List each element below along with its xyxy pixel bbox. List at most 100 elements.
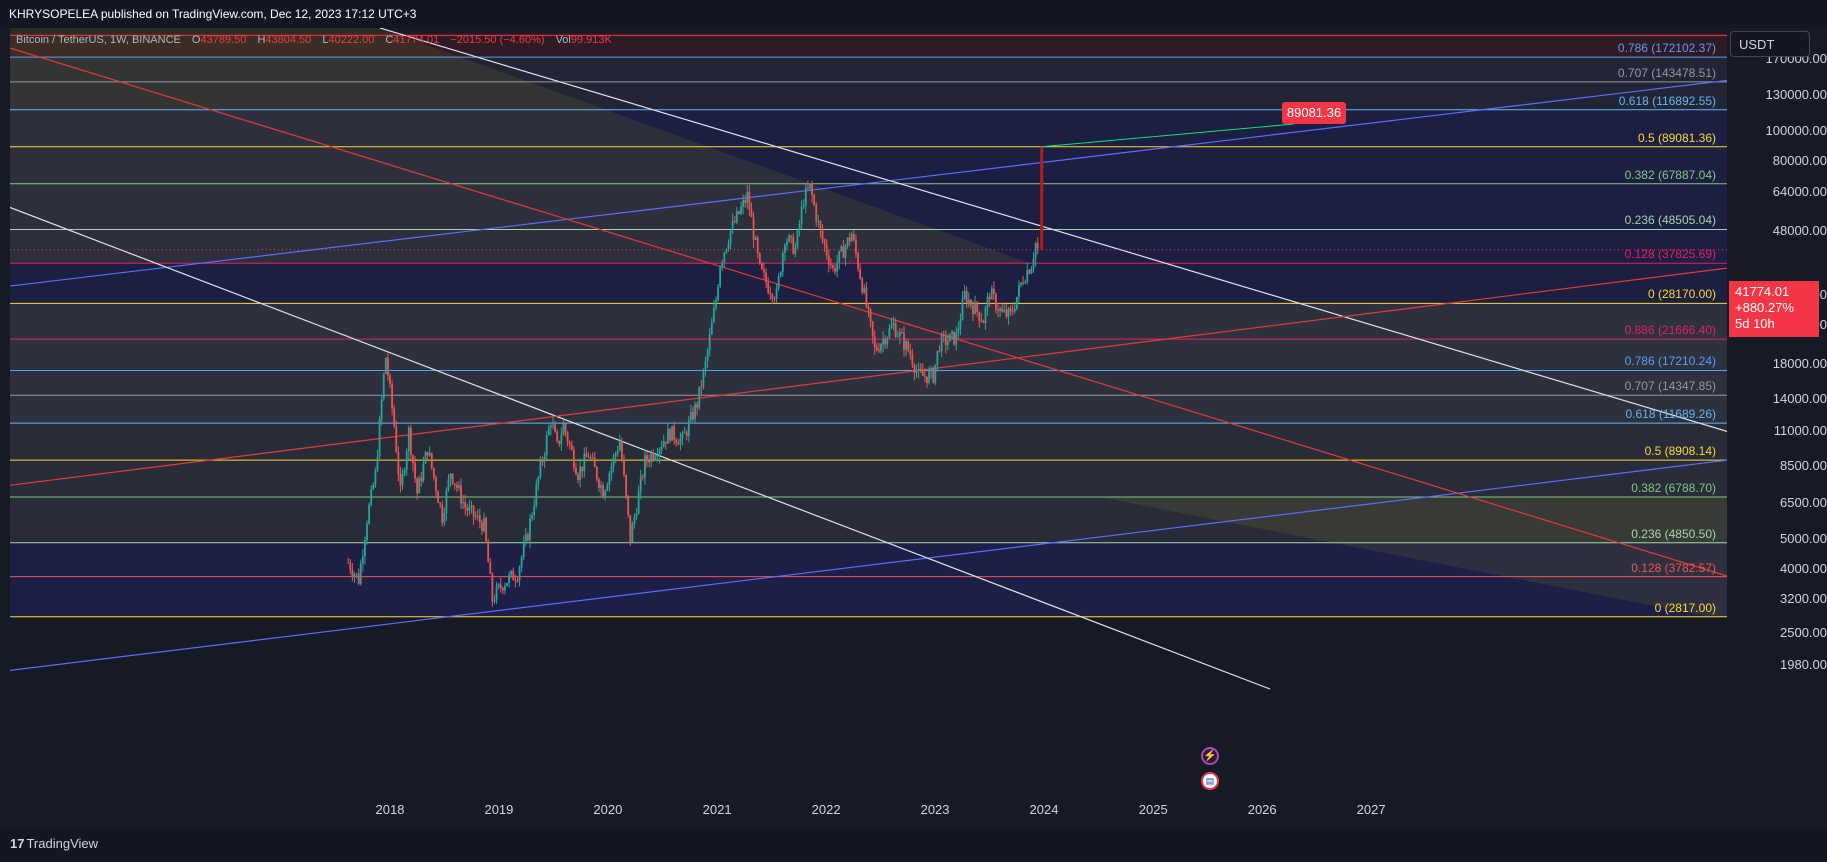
- candle-body: [773, 298, 776, 300]
- candle-body: [552, 424, 554, 426]
- trendline-red-rising: [10, 267, 1727, 486]
- price-tick-label: 18000.00: [1772, 356, 1827, 372]
- candle-body: [919, 369, 922, 372]
- price-tick-label: 14000.00: [1772, 390, 1827, 406]
- last-price-badge: 41774.01 +880.27% 5d 10h: [1729, 281, 1819, 337]
- publisher-info: KHRYSOPELEA published on TradingView.com…: [9, 7, 417, 21]
- candle-body: [1032, 258, 1035, 269]
- candle-body: [648, 460, 650, 463]
- lightning-event-icon[interactable]: ⚡: [1201, 747, 1219, 765]
- candle-body: [875, 347, 878, 350]
- tradingview-logo[interactable]: 17 TradingView: [10, 836, 98, 851]
- candle-body: [660, 446, 663, 449]
- candle-body: [811, 183, 813, 196]
- trend-lines: [10, 28, 1727, 690]
- candle-body: [798, 223, 801, 230]
- candle-body: [855, 239, 857, 254]
- candle-body: [777, 276, 780, 289]
- candle-body: [451, 473, 454, 484]
- candle-body: [955, 332, 958, 345]
- candle-body: [572, 449, 575, 468]
- candle-body: [581, 466, 584, 472]
- candle-body: [819, 221, 822, 231]
- candle-body: [861, 278, 864, 293]
- candle-body: [786, 241, 788, 246]
- candle-body: [746, 192, 749, 203]
- candle-body: [892, 323, 895, 326]
- candle-body: [934, 364, 937, 383]
- candle-body: [706, 350, 709, 362]
- candle-body: [600, 485, 602, 488]
- candle-body: [951, 331, 953, 334]
- fib-level-label: 0 (28170.00): [1647, 287, 1716, 302]
- candle-body: [568, 442, 571, 445]
- candle-body: [961, 298, 964, 320]
- change-value: −2015.50 (−4.60%): [450, 34, 545, 46]
- candle-body: [1028, 270, 1031, 274]
- candle-body: [389, 375, 391, 384]
- candle-body: [591, 457, 594, 459]
- candle-body: [779, 272, 782, 277]
- fib-level-label: 0.128 (37825.69): [1624, 247, 1716, 262]
- candle-body: [763, 269, 765, 273]
- symbol-legend[interactable]: Bitcoin / TetherUS, 1W, BINANCE O43789.5…: [16, 34, 612, 46]
- candle-body: [382, 373, 385, 400]
- target-callout[interactable]: 89081.36: [1282, 102, 1346, 124]
- candle-body: [570, 444, 573, 450]
- candle-body: [374, 470, 377, 485]
- chart-canvas[interactable]: [10, 28, 1727, 796]
- candle-body: [522, 542, 525, 557]
- time-tick-label: 2026: [1247, 802, 1277, 817]
- candle-body: [506, 583, 508, 586]
- trendline-upper-blue: [10, 79, 1727, 287]
- fib-level-label: 0.382 (67887.04): [1624, 167, 1716, 182]
- fib-level-label: 0.618 (11689.26): [1625, 407, 1716, 422]
- candle-body: [796, 229, 799, 248]
- candle-body: [455, 484, 458, 488]
- candle-body: [836, 262, 839, 272]
- price-axis[interactable]: 170000.00 130000.00 100000.00 80000.00 64000…: [1728, 28, 1827, 796]
- candle-body: [639, 476, 642, 492]
- candle-body: [602, 485, 605, 498]
- fib-band-3: [10, 303, 1727, 424]
- candle-body: [453, 483, 456, 485]
- candle-body: [784, 245, 786, 253]
- candle-body: [527, 534, 529, 541]
- candle-body: [407, 427, 410, 452]
- candle-body: [731, 221, 734, 231]
- candle-body: [984, 307, 987, 324]
- candle-body: [585, 453, 588, 457]
- fib-lines: [10, 34, 1727, 618]
- currency-button[interactable]: USDT: [1730, 31, 1810, 57]
- candle-body: [409, 427, 412, 456]
- fib-zone-upper: [10, 28, 1030, 264]
- candle-body: [997, 309, 999, 312]
- us-flag-event-icon[interactable]: ▤: [1201, 772, 1219, 790]
- candle-body: [704, 361, 707, 370]
- candle-body: [1001, 308, 1004, 312]
- candle-body: [765, 272, 768, 283]
- candle-body: [470, 505, 473, 507]
- candle-body: [813, 195, 816, 205]
- price-tick-label: 4000.00: [1780, 561, 1827, 577]
- candle-body: [604, 490, 607, 498]
- price-tick-label: 11000.00: [1773, 423, 1827, 439]
- volume-label: Vol: [555, 34, 571, 46]
- candle-body: [644, 455, 646, 478]
- candle-body: [353, 574, 356, 577]
- candle-body: [995, 294, 997, 310]
- candle-body: [924, 375, 926, 377]
- candle-body: [917, 369, 920, 371]
- candle-body: [579, 466, 582, 480]
- candle-body: [781, 252, 784, 273]
- candle-body: [612, 456, 615, 467]
- candle-body: [832, 265, 834, 269]
- fib-level-label: 0 (2817.00): [1654, 600, 1716, 615]
- candle-body: [671, 425, 673, 441]
- candle-body: [742, 200, 745, 207]
- candle-body: [460, 485, 462, 504]
- candle-body: [529, 518, 531, 541]
- time-axis[interactable]: 2018 2019 2020 2021 2022 2023 2024 2025 2026 2027: [0, 796, 1827, 820]
- candle-body: [520, 556, 523, 568]
- candle-body: [1022, 282, 1025, 284]
